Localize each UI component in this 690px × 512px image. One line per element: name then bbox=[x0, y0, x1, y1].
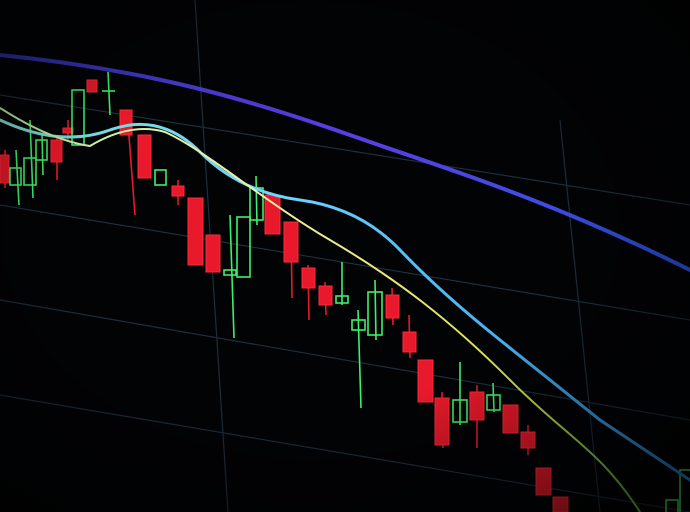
vignette bbox=[0, 0, 690, 512]
candlestick-photo bbox=[0, 0, 690, 512]
page bbox=[0, 0, 690, 512]
